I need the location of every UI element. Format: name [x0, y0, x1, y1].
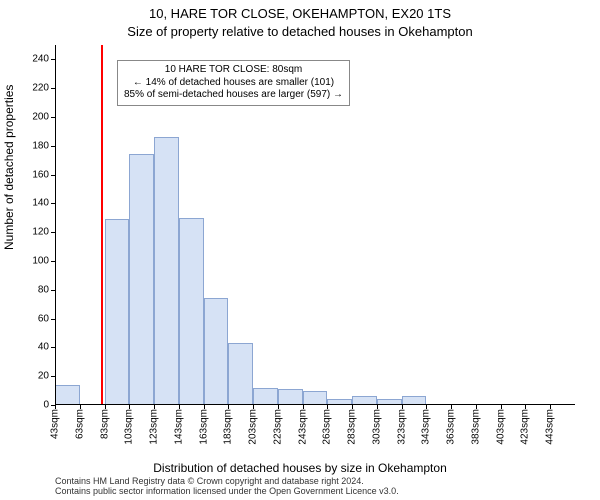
histogram-bar [179, 218, 204, 405]
xtick-label: 123sqm [149, 409, 160, 445]
xtick-label: 283sqm [347, 409, 358, 445]
xtick-label: 143sqm [173, 409, 184, 445]
xtick-label: 323sqm [396, 409, 407, 445]
chart-title-line2: Size of property relative to detached ho… [0, 24, 600, 39]
marker-line [101, 45, 103, 405]
xtick-label: 63sqm [74, 409, 85, 439]
xtick-label: 83sqm [99, 409, 110, 439]
footer: Contains HM Land Registry data © Crown c… [55, 477, 399, 497]
xtick-label: 243sqm [297, 409, 308, 445]
histogram-bar [303, 391, 328, 405]
histogram-bar [228, 343, 253, 405]
chart-title-line1: 10, HARE TOR CLOSE, OKEHAMPTON, EX20 1TS [0, 6, 600, 21]
histogram-bar [327, 399, 352, 405]
ytick-mark [51, 59, 55, 60]
ytick-mark [51, 175, 55, 176]
histogram-bar [55, 385, 80, 405]
ytick-label: 80 [38, 284, 49, 295]
histogram-bar [352, 396, 377, 405]
ytick-label: 180 [32, 140, 49, 151]
histogram-bar [278, 389, 303, 405]
ytick-mark [51, 88, 55, 89]
ytick-mark [51, 232, 55, 233]
ytick-label: 240 [32, 54, 49, 65]
y-axis-label: Number of detached properties [2, 85, 16, 250]
ytick-mark [51, 261, 55, 262]
histogram-bar [204, 298, 229, 405]
ytick-mark [51, 203, 55, 204]
info-box: 10 HARE TOR CLOSE: 80sqm ← 14% of detach… [117, 60, 350, 106]
ytick-label: 60 [38, 313, 49, 324]
xtick-label: 403sqm [495, 409, 506, 445]
ytick-label: 20 [38, 371, 49, 382]
chart-container: 10, HARE TOR CLOSE, OKEHAMPTON, EX20 1TS… [0, 0, 600, 500]
histogram-bar [154, 137, 179, 405]
xtick-label: 43sqm [50, 409, 61, 439]
xtick-label: 163sqm [198, 409, 209, 445]
xtick-label: 303sqm [371, 409, 382, 445]
info-box-line3: 85% of semi-detached houses are larger (… [124, 89, 343, 102]
ytick-label: 40 [38, 342, 49, 353]
ytick-mark [51, 146, 55, 147]
xtick-label: 183sqm [223, 409, 234, 445]
ytick-mark [51, 290, 55, 291]
histogram-bar [377, 399, 402, 405]
histogram-bar [402, 396, 427, 405]
xtick-label: 203sqm [248, 409, 259, 445]
xtick-label: 423sqm [520, 409, 531, 445]
ytick-mark [51, 376, 55, 377]
ytick-label: 140 [32, 198, 49, 209]
ytick-label: 0 [43, 400, 49, 411]
info-box-line1: 10 HARE TOR CLOSE: 80sqm [124, 64, 343, 77]
xtick-label: 263sqm [322, 409, 333, 445]
plot-area: 02040608010012014016018020022024043sqm63… [55, 45, 575, 405]
ytick-label: 120 [32, 227, 49, 238]
xtick-label: 343sqm [421, 409, 432, 445]
xtick-label: 223sqm [272, 409, 283, 445]
ytick-label: 100 [32, 256, 49, 267]
ytick-mark [51, 319, 55, 320]
histogram-bar [253, 388, 278, 405]
ytick-mark [51, 117, 55, 118]
ytick-label: 200 [32, 112, 49, 123]
footer-line2: Contains public sector information licen… [55, 487, 399, 497]
ytick-label: 220 [32, 83, 49, 94]
histogram-bar [129, 154, 154, 405]
xtick-label: 443sqm [545, 409, 556, 445]
histogram-bar [105, 219, 130, 405]
xtick-label: 103sqm [124, 409, 135, 445]
x-axis-label: Distribution of detached houses by size … [0, 461, 600, 475]
ytick-label: 160 [32, 169, 49, 180]
info-box-line2: ← 14% of detached houses are smaller (10… [124, 77, 343, 90]
xtick-label: 383sqm [470, 409, 481, 445]
xtick-label: 363sqm [446, 409, 457, 445]
ytick-mark [51, 347, 55, 348]
